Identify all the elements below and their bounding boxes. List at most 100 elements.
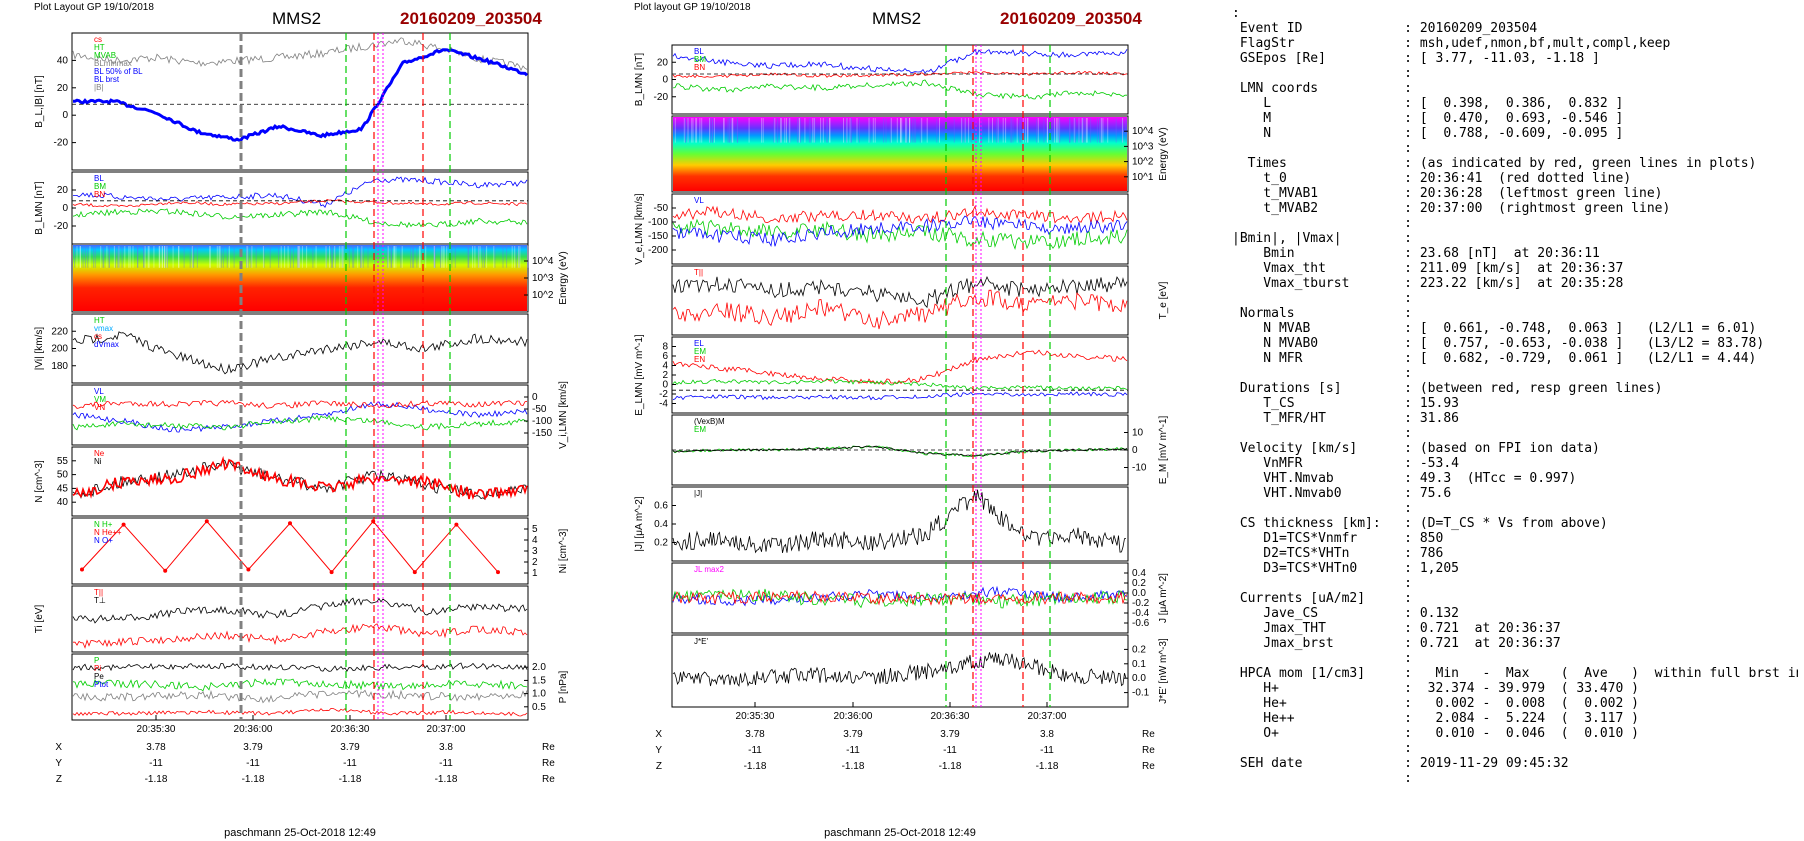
legend-entry: JL max2: [694, 565, 724, 574]
y-tick-label: 1: [532, 568, 538, 579]
y-tick-label: 1.5: [532, 675, 546, 686]
series-line: [672, 378, 1128, 392]
panel-frame: [671, 44, 1129, 115]
y-tick-label: 4: [532, 535, 538, 546]
y-tick-label: 10: [1132, 428, 1144, 439]
series-line: [72, 414, 528, 431]
y-tick-label: 10^1: [1132, 172, 1154, 183]
orbit-value: -1.18: [242, 774, 265, 785]
y-tick-label: 180: [51, 361, 68, 372]
y-tick-label: -200: [648, 245, 668, 256]
y-axis-label: Ni [cm^-3]: [558, 528, 569, 573]
y-tick-label: 20: [57, 83, 69, 94]
info-line: :: [1232, 426, 1413, 441]
info-line: Times : (as indicated by red, green line…: [1232, 156, 1757, 171]
info-line: :: [1232, 741, 1413, 756]
y-tick-label: 5: [532, 524, 538, 535]
info-line: Jmax_THT : 0.721 at 20:36:37: [1232, 621, 1561, 636]
info-line: Vmax_tburst : 223.22 [km/s] at 20:35:28: [1232, 276, 1624, 291]
legend-entry: VM: [94, 395, 106, 404]
info-line: VHT.Nmvab0 : 75.6: [1232, 486, 1452, 501]
y-tick-label: 3: [532, 546, 538, 557]
y-axis-label: E_M [mV m^-1]: [1158, 415, 1169, 484]
series-line: [72, 176, 528, 208]
y-tick-label: 20: [57, 185, 69, 196]
info-line: T_MFR/HT : 31.86: [1232, 411, 1459, 426]
series-line: [672, 391, 1128, 401]
info-line: N MVAB : [ 0.661, -0.748, 0.063 ] (L2/L1…: [1232, 321, 1757, 336]
orbit-value: -1.18: [842, 761, 865, 772]
y-tick-label: 0.2: [1132, 644, 1146, 655]
info-line: :: [1232, 141, 1413, 156]
panel-3: [671, 193, 1129, 265]
y-axis-label: B_L,|B| [nT]: [34, 75, 45, 128]
y-tick-label: -20: [654, 92, 669, 103]
y-tick-label: 0.0: [1132, 673, 1146, 684]
panel-frame: [71, 653, 529, 721]
series-line: [72, 401, 528, 433]
y-tick-label: 0: [532, 392, 538, 403]
orbit-row-label: Y: [55, 758, 62, 769]
panel-frame: [671, 562, 1129, 634]
legend-entry: BL brst: [94, 75, 120, 84]
legend-entry: EM: [694, 425, 706, 434]
orbit-value: -11: [846, 745, 860, 756]
y-tick-label: -0.6: [1132, 618, 1150, 629]
series-line: [72, 400, 528, 409]
panel-frame: [671, 336, 1129, 414]
orbit-row-label: Y: [655, 745, 662, 756]
series-line: [672, 218, 1128, 250]
legend-entry: VL: [94, 387, 104, 396]
panel-5: [671, 336, 1129, 414]
x-tick-label: 20:35:30: [137, 724, 176, 735]
legend-entry: N He++: [94, 528, 122, 537]
y-axis-label: J*E' [nW m^-3]: [1158, 638, 1169, 704]
panel-1: [671, 44, 1129, 115]
orbit-value: -11: [1040, 745, 1054, 756]
legend-entry: BL 50% of BL: [94, 67, 143, 76]
series-line: [72, 662, 528, 672]
y-tick-label: 10^3: [532, 273, 554, 284]
series-line: [672, 215, 1128, 248]
panel-frame: [71, 585, 529, 653]
info-line: Normals :: [1232, 306, 1413, 321]
orbit-value: 3.79: [940, 729, 960, 740]
y-tick-label: -100: [648, 217, 668, 228]
orbit-value: -1.18: [339, 774, 362, 785]
spectrogram: [73, 245, 527, 311]
y-tick-label: 0.0: [1132, 588, 1146, 599]
y-tick-label: 0.1: [1132, 659, 1146, 670]
plot-footer: paschmann 25-Oct-2018 12:49: [224, 827, 376, 839]
orbit-unit: Re: [542, 742, 555, 753]
x-tick-label: 20:37:00: [427, 724, 466, 735]
data-point: [496, 570, 500, 575]
info-line: T_CS : 15.93: [1232, 396, 1459, 411]
y-tick-label: 40: [57, 55, 69, 66]
y-tick-label: 0.5: [532, 702, 546, 713]
panel-4: [671, 265, 1129, 336]
legend-entry: P: [94, 656, 99, 665]
orbit-unit: Re: [542, 774, 555, 785]
data-point: [204, 519, 209, 524]
info-line: Jave_CS : 0.132: [1232, 606, 1459, 621]
y-tick-label: -0.2: [1132, 598, 1150, 609]
panel-frame: [71, 171, 529, 245]
legend-entry: dVmax: [94, 340, 119, 349]
panel-9: [71, 653, 529, 721]
orbit-value: 3.79: [340, 742, 360, 753]
info-line: D2=TCS*VHTn : 786: [1232, 546, 1444, 561]
series-line: [72, 331, 528, 375]
info-line: LMN coords :: [1232, 81, 1413, 96]
plot-header: Plot layout GP 19/10/2018: [634, 2, 751, 13]
orbit-value: 3.8: [1040, 729, 1054, 740]
info-line: Bmin : 23.68 [nT] at 20:36:11: [1232, 246, 1600, 261]
y-tick-label: 50: [57, 470, 69, 481]
panel-7: [71, 517, 529, 585]
info-line: GSEpos [Re] : [ 3.77, -11.03, -1.18 ]: [1232, 51, 1600, 66]
orbit-value: -1.18: [145, 774, 168, 785]
legend-entry: MVAB: [94, 51, 116, 60]
legend-entry: T⊥: [94, 596, 106, 605]
legend-entry: BN: [694, 63, 705, 72]
y-tick-label: 1.0: [532, 689, 546, 700]
info-line: D1=TCS*Vnmfr : 850: [1232, 531, 1444, 546]
